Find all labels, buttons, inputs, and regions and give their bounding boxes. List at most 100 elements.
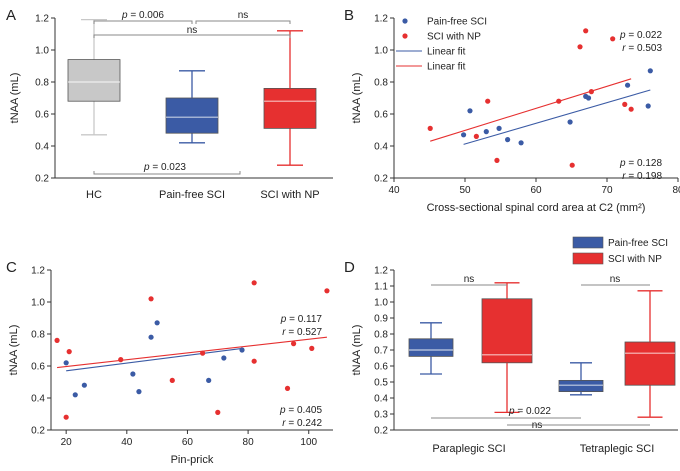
panel-a-bracket-hc-np <box>93 34 291 38</box>
panel-d-bracket-label: ns <box>532 420 543 431</box>
panel-c-point-np <box>215 409 221 415</box>
panel-c-x-tick-label: 20 <box>61 437 73 448</box>
panel-d-box-1-box <box>408 338 454 357</box>
panel-c-point-np <box>251 358 257 364</box>
panel-a-bracket-label: p = 0.023 <box>143 162 186 173</box>
legend-label-fit-red: Linear fit <box>427 62 466 73</box>
panel-b-r-value: r = 0.198 <box>622 171 662 182</box>
panel-c-point-np <box>251 280 257 286</box>
panel-letter-a: A <box>6 7 16 24</box>
panel-b-point-np <box>569 162 575 168</box>
panel-c-y-tick-label: 0.2 <box>31 426 45 437</box>
panel-c-x-tick-label: 40 <box>121 437 133 448</box>
panel-c-point-np <box>54 337 60 343</box>
panel-b-x-tick-label: 80 <box>672 185 680 196</box>
panel-c-point-np <box>309 345 315 351</box>
panel-a-bracket-label: ns <box>187 25 198 36</box>
panel-c-point-pain-free <box>221 355 227 361</box>
panel-d-bracket-label: ns <box>464 274 475 285</box>
panel-a-box-3-box <box>263 88 317 129</box>
panel-c-point-pain-free <box>206 377 212 383</box>
panel-c-x-tick-label: 80 <box>243 437 255 448</box>
panel-letter-b: B <box>344 7 354 24</box>
panel-c-point-np <box>324 288 330 294</box>
panel-b-point-np <box>610 36 616 42</box>
panel-b-point-np <box>473 133 479 139</box>
panel-d-y-tick-label: 0.9 <box>374 314 388 325</box>
panel-d-box-3-box <box>558 379 604 392</box>
panel-b-point-np <box>494 157 500 163</box>
panel-b-point-pain-free <box>483 129 489 135</box>
panel-b-point-np <box>583 28 589 34</box>
panel-b-r-value: r = 0.503 <box>622 43 662 54</box>
legend-label-pain-free: Pain-free SCI <box>608 238 668 249</box>
panel-b-point-pain-free <box>647 68 653 74</box>
panel-b-fit-line-pain-free <box>463 89 651 145</box>
panel-d-y-tick-label: 1.2 <box>374 266 388 277</box>
panel-d-bracket-label: p = 0.022 <box>508 406 551 417</box>
legend-swatch-np <box>572 252 604 265</box>
panel-b-y-label: tNAA (mL) <box>351 73 363 124</box>
legend-label-np: SCI with NP <box>427 32 481 43</box>
panel-b-point-np <box>622 101 628 107</box>
panel-b-y-tick-label: 0.2 <box>374 174 388 185</box>
panel-c-point-np <box>63 414 69 420</box>
panel-b-y-tick-label: 1.2 <box>374 14 388 25</box>
panel-b-point-pain-free <box>505 137 511 143</box>
panel-d-y-tick-label: 0.8 <box>374 330 388 341</box>
panel-b-point-pain-free <box>567 119 573 125</box>
panel-b-point-pain-free <box>518 140 524 146</box>
panel-a-category-label: SCI with NP <box>260 189 319 201</box>
panel-c-p-value: p = 0.405 <box>279 405 322 416</box>
panel-b-p-value: p = 0.128 <box>619 158 662 169</box>
panel-b-point-pain-free <box>460 132 467 138</box>
panel-a-y-tick-label: 0.8 <box>35 78 49 89</box>
panel-b-point-np <box>577 44 583 50</box>
panel-a-y-label: tNAA (mL) <box>9 73 21 124</box>
panel-c-fit-line-pain-free <box>66 347 243 372</box>
legend-label-pain-free: Pain-free SCI <box>427 17 487 28</box>
panel-c-y-tick-label: 1.0 <box>31 298 45 309</box>
panel-c-y-tick-label: 0.4 <box>31 394 45 405</box>
panel-a-box-2-box <box>165 97 219 134</box>
panel-d-y-tick-label: 1.0 <box>374 298 388 309</box>
panel-d-y-tick-label: 0.6 <box>374 362 388 373</box>
panel-c-x-tick-label: 100 <box>300 437 317 448</box>
panel-d-bracket-label: ns <box>610 274 621 285</box>
panel-d-y-tick-label: 1.1 <box>374 282 388 293</box>
panel-d-y-tick-label: 0.4 <box>374 394 388 405</box>
panel-b-point-np <box>556 98 562 104</box>
panel-c-point-pain-free <box>81 382 87 388</box>
panel-a-category-label: HC <box>86 189 102 201</box>
panel-b-y-tick-label: 0.4 <box>374 142 388 153</box>
panel-c-point-pain-free <box>72 392 78 398</box>
panel-b-x-tick-label: 40 <box>388 185 400 196</box>
panel-c-point-pain-free <box>239 347 245 353</box>
panel-b-x-tick-label: 60 <box>530 185 542 196</box>
panel-c-point-pain-free <box>148 334 154 340</box>
panel-c-x-tick-label: 60 <box>182 437 194 448</box>
panel-c-point-pain-free <box>130 371 136 377</box>
panel-c-point-np <box>169 377 175 383</box>
panel-b-x-label: Cross-sectional spinal cord area at C2 (… <box>427 202 646 214</box>
panel-b-fit-line-np <box>430 78 632 142</box>
panel-a-y-tick-label: 1.2 <box>35 14 49 25</box>
panel-c-point-pain-free <box>63 360 69 366</box>
panel-c-fit-line-np <box>57 336 327 369</box>
panel-b-point-pain-free <box>496 125 502 131</box>
panel-c-y-tick-label: 0.6 <box>31 362 45 373</box>
panel-c-point-pain-free <box>154 320 160 326</box>
panel-c-x-label: Pin-prick <box>171 454 214 466</box>
panel-c-r-value: r = 0.527 <box>282 327 322 338</box>
panel-b-y-tick-label: 0.6 <box>374 110 388 121</box>
panel-b-x-tick-label: 50 <box>459 185 471 196</box>
panel-b-point-np <box>628 106 634 112</box>
panel-c-y-tick-label: 0.8 <box>31 330 45 341</box>
panel-d-y-label: tNAA (mL) <box>351 325 363 376</box>
panel-b-point-pain-free <box>624 82 631 88</box>
panel-d-y-tick-label: 0.7 <box>374 346 388 357</box>
panel-c-point-np <box>200 350 206 356</box>
panel-c-point-np <box>290 341 297 347</box>
panel-d-category-label: Tetraplegic SCI <box>580 443 655 455</box>
